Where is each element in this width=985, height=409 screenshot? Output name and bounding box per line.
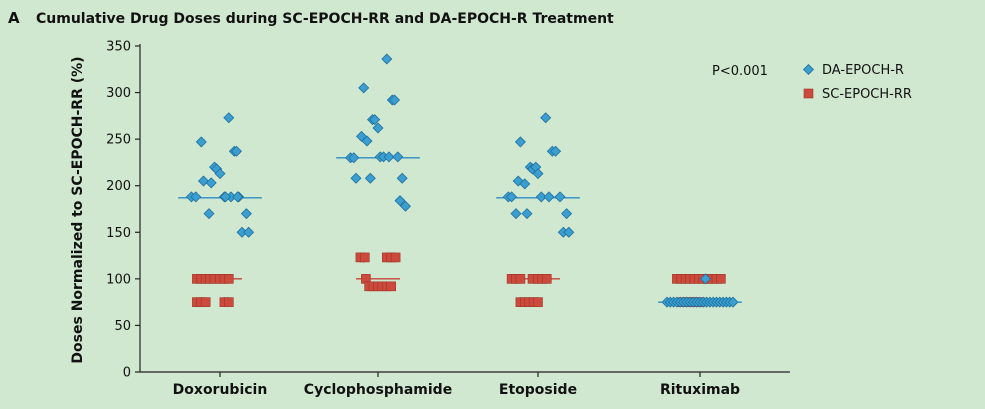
da-point [519, 178, 531, 190]
da-point [240, 208, 252, 220]
sc-point [386, 281, 397, 292]
da-point [510, 208, 522, 220]
da-point [550, 145, 562, 157]
da-point [543, 191, 555, 203]
p-value-annotation: P<0.001 [712, 64, 768, 79]
da-point [699, 273, 712, 285]
da-point [214, 168, 226, 180]
da-point [372, 122, 384, 134]
y-tick-label: 100 [106, 272, 131, 287]
y-tick-label: 150 [106, 226, 131, 241]
da-point [205, 177, 217, 189]
y-axis-title-group: Doses Normalized to SC-EPOCH-RR (%) [70, 56, 86, 363]
x-category-label: Cyclophosphamide [304, 382, 452, 398]
da-point [388, 94, 401, 106]
da-point [381, 53, 393, 65]
da-point [383, 151, 395, 163]
sc-point [533, 297, 543, 307]
da-point [563, 226, 575, 238]
legend: DA-EPOCH-R SC-EPOCH-RR [802, 63, 912, 102]
da-point [364, 172, 376, 184]
y-tick-label: 200 [106, 179, 131, 194]
da-point [190, 191, 202, 203]
markers-layer [185, 53, 739, 308]
legend-diamond-icon [802, 63, 815, 76]
y-tick-label: 350 [106, 40, 131, 55]
da-point [532, 168, 544, 180]
da-point [223, 112, 235, 124]
sc-point [359, 252, 370, 263]
da-point [219, 191, 232, 203]
y-tick-label: 300 [106, 86, 131, 101]
x-category-label: Doxorubicin [173, 382, 268, 398]
axes-layer: 0 50 100 150 200 250 300 350 Doxorubicin Cyclopho… [106, 40, 790, 398]
sc-point [390, 252, 401, 263]
da-point [350, 172, 362, 184]
y-axis-title: Doses Normalized to SC-EPOCH-RR (%) [70, 56, 86, 363]
da-point [195, 136, 207, 148]
da-point [561, 208, 573, 220]
da-point [236, 226, 248, 238]
x-category-label: Rituximab [660, 382, 740, 398]
da-point [358, 82, 370, 94]
legend-item-da: DA-EPOCH-R [802, 63, 904, 78]
da-point [399, 200, 412, 212]
da-point [232, 191, 244, 203]
y-tick-label: 0 [123, 366, 131, 381]
sc-point [224, 274, 234, 284]
da-point [396, 172, 408, 184]
sc-point [224, 297, 234, 307]
legend-item-sc: SC-EPOCH-RR [803, 87, 912, 102]
sc-point [200, 297, 211, 307]
legend-square-icon [803, 88, 814, 99]
da-point [369, 114, 381, 126]
sc-point [541, 274, 552, 284]
x-category-label: Etoposide [499, 382, 577, 398]
da-point [554, 191, 566, 203]
y-tick-label: 50 [114, 319, 131, 334]
da-point [197, 175, 210, 187]
da-point [348, 152, 360, 164]
da-point [394, 195, 406, 207]
da-point [514, 136, 526, 148]
da-point [727, 296, 739, 308]
median-lines-layer [178, 157, 742, 303]
da-point [243, 226, 255, 238]
chart-title: Cumulative Drug Doses during SC-EPOCH-RR… [36, 11, 614, 27]
da-point [230, 145, 243, 157]
sc-point [716, 274, 726, 284]
legend-label-sc: SC-EPOCH-RR [822, 87, 912, 102]
da-point [506, 191, 518, 203]
da-point [203, 208, 215, 220]
legend-label-da: DA-EPOCH-R [822, 63, 904, 78]
da-point [361, 135, 373, 147]
y-tick-label: 250 [106, 133, 131, 148]
da-point [535, 191, 547, 203]
da-point [521, 208, 533, 220]
da-point [392, 151, 404, 163]
da-point [540, 112, 552, 124]
panel-letter: A [8, 9, 20, 27]
sc-point [515, 274, 526, 284]
